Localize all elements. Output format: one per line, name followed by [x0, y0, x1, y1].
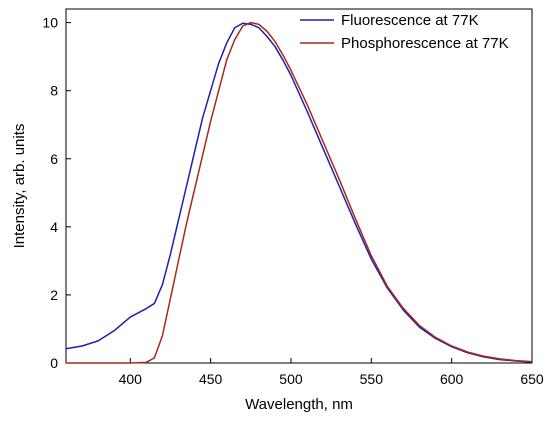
x-tick-label: 600	[440, 371, 464, 387]
y-tick-label: 8	[50, 83, 58, 99]
x-tick-label: 450	[199, 371, 223, 387]
plot-frame	[65, 8, 533, 364]
x-tick-label: 550	[360, 371, 384, 387]
legend-label-fluorescence: Fluorescence at 77K	[341, 12, 479, 29]
x-axis-label: Wavelength, nm	[245, 396, 353, 413]
legend-label-phosphorescence: Phosphorescence at 77K	[341, 35, 509, 52]
phosphorescence-line	[65, 21, 533, 364]
x-tick-label: 500	[279, 371, 303, 387]
legend: Fluorescence at 77K Phosphorescence at 7…	[300, 12, 509, 52]
x-tick-label: 400	[119, 371, 143, 387]
y-tick-label: 10	[42, 15, 58, 31]
series-lines	[65, 21, 533, 364]
y-tick-label: 4	[50, 219, 58, 235]
y-tick-label: 6	[50, 151, 58, 167]
y-axis-label: Intensity, arb. units	[11, 124, 28, 249]
y-tick-label: 2	[50, 287, 58, 303]
y-axis-ticks: 0 2 4 6 8 10	[42, 15, 71, 371]
x-axis-ticks: 400 450 500 550 600 650	[119, 358, 544, 387]
y-tick-label: 0	[50, 355, 58, 371]
x-tick-label: 650	[520, 371, 544, 387]
fluorescence-line	[65, 22, 533, 363]
